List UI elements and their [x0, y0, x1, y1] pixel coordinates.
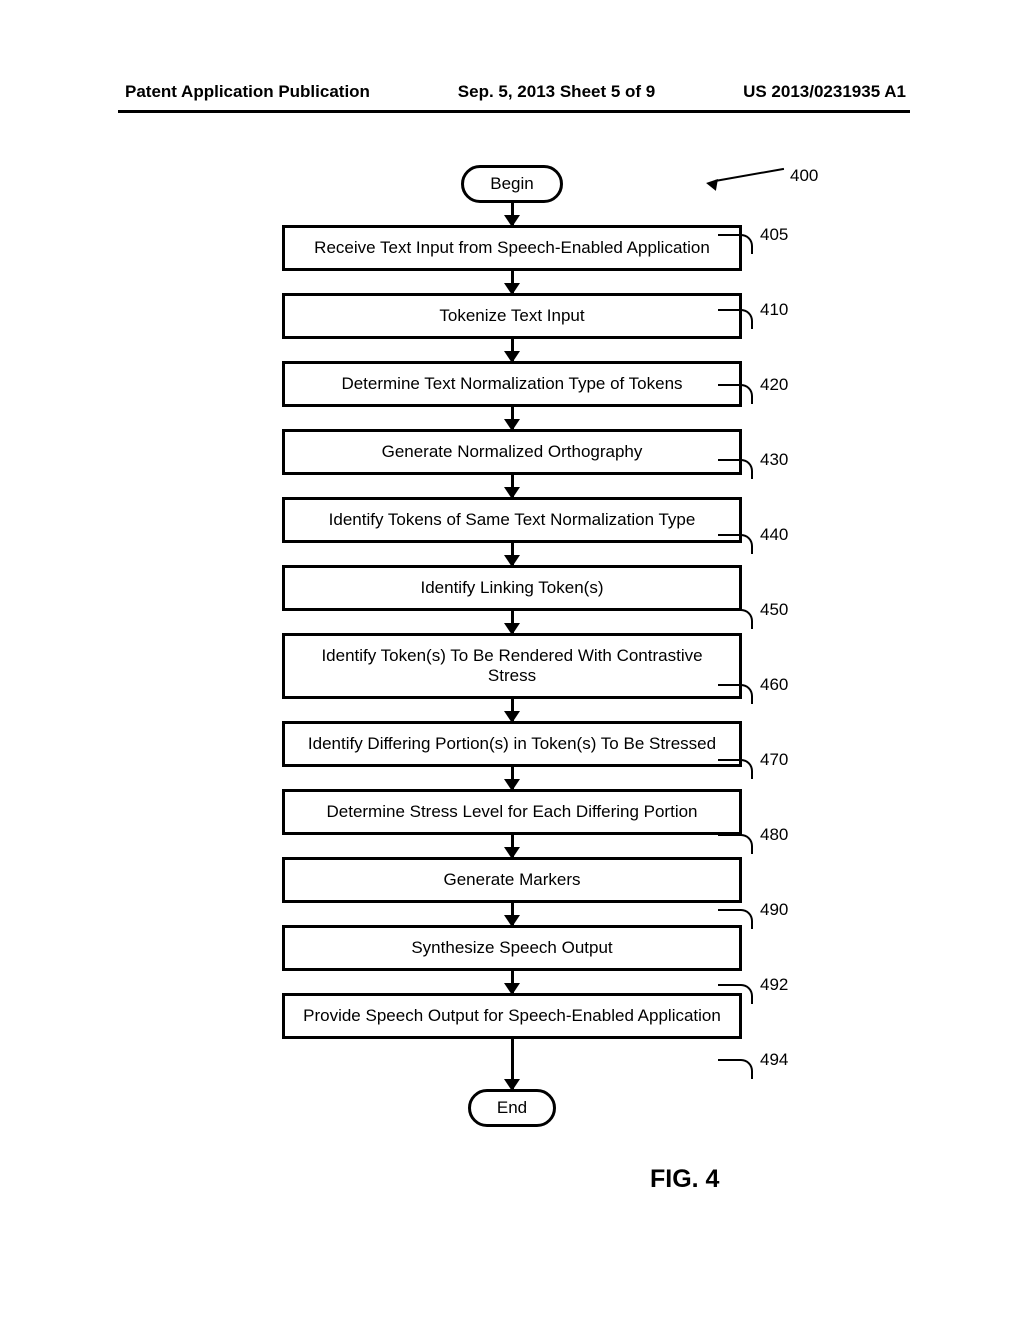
ref-label: 470: [760, 750, 788, 770]
process-text: Synthesize Speech Output: [411, 938, 612, 957]
ref-label: 420: [760, 375, 788, 395]
flow-column: Begin Receive Text Input from Speech-Ena…: [0, 165, 1024, 1127]
leader-curve: [718, 384, 753, 404]
process-box: Generate Markers: [282, 857, 742, 903]
ref-label: 494: [760, 1050, 788, 1070]
ref-label: 492: [760, 975, 788, 995]
process-text: Determine Stress Level for Each Differin…: [326, 802, 697, 821]
ref-label: 440: [760, 525, 788, 545]
ref-label: 490: [760, 900, 788, 920]
process-text: Generate Normalized Orthography: [382, 442, 643, 461]
arrow-icon: [511, 271, 514, 293]
ref-label: 405: [760, 225, 788, 245]
ref-label: 460: [760, 675, 788, 695]
ref-label: 410: [760, 300, 788, 320]
leader-curve: [718, 1059, 753, 1079]
process-text: Receive Text Input from Speech-Enabled A…: [314, 238, 710, 257]
arrow-icon: [511, 203, 514, 225]
process-box: Identify Tokens of Same Text Normalizati…: [282, 497, 742, 543]
process-box: Identify Linking Token(s): [282, 565, 742, 611]
page: Patent Application Publication Sep. 5, 2…: [0, 0, 1024, 1320]
arrow-icon: [511, 835, 514, 857]
flowchart: Begin Receive Text Input from Speech-Ena…: [0, 165, 1024, 1127]
arrow-icon: [511, 971, 514, 993]
arrow-icon: [511, 903, 514, 925]
ref-label: 450: [760, 600, 788, 620]
process-text: Provide Speech Output for Speech-Enabled…: [303, 1006, 721, 1025]
header-left: Patent Application Publication: [125, 82, 370, 102]
leader-curve: [718, 534, 753, 554]
process-box: Receive Text Input from Speech-Enabled A…: [282, 225, 742, 271]
leader-curve: [718, 759, 753, 779]
process-box: Tokenize Text Input: [282, 293, 742, 339]
process-box: Provide Speech Output for Speech-Enabled…: [282, 993, 742, 1039]
header-center: Sep. 5, 2013 Sheet 5 of 9: [458, 82, 655, 102]
leader-arrow-icon: [705, 177, 718, 191]
figure-label: FIG. 4: [650, 1165, 719, 1194]
leader-curve: [718, 609, 753, 629]
process-text: Generate Markers: [444, 870, 581, 889]
process-box: Generate Normalized Orthography: [282, 429, 742, 475]
process-box: Determine Text Normalization Type of Tok…: [282, 361, 742, 407]
process-box: Identify Differing Portion(s) in Token(s…: [282, 721, 742, 767]
arrow-icon: [511, 407, 514, 429]
leader-curve: [718, 984, 753, 1004]
process-text: Tokenize Text Input: [439, 306, 584, 325]
page-header: Patent Application Publication Sep. 5, 2…: [0, 82, 1024, 102]
ref-label: 430: [760, 450, 788, 470]
process-box: Identify Token(s) To Be Rendered With Co…: [282, 633, 742, 699]
process-text: Determine Text Normalization Type of Tok…: [341, 374, 682, 393]
leader-curve: [718, 234, 753, 254]
leader-curve: [718, 684, 753, 704]
arrow-icon: [511, 1039, 514, 1089]
process-text: Identify Differing Portion(s) in Token(s…: [308, 734, 716, 753]
header-rule: [118, 110, 910, 113]
header-right: US 2013/0231935 A1: [743, 82, 906, 102]
ref-label-diagram: 400: [790, 166, 818, 186]
leader-curve: [718, 309, 753, 329]
process-text: Identify Tokens of Same Text Normalizati…: [329, 510, 696, 529]
arrow-icon: [511, 543, 514, 565]
process-text: Identify Linking Token(s): [420, 578, 603, 597]
leader-curve: [718, 459, 753, 479]
leader-curve: [718, 909, 753, 929]
arrow-icon: [511, 767, 514, 789]
process-text: Identify Token(s) To Be Rendered With Co…: [321, 646, 702, 685]
arrow-icon: [511, 475, 514, 497]
process-box: Synthesize Speech Output: [282, 925, 742, 971]
arrow-icon: [511, 699, 514, 721]
ref-label: 480: [760, 825, 788, 845]
terminal-begin: Begin: [461, 165, 562, 203]
leader-curve: [718, 834, 753, 854]
process-box: Determine Stress Level for Each Differin…: [282, 789, 742, 835]
terminal-end: End: [468, 1089, 556, 1127]
arrow-icon: [511, 611, 514, 633]
arrow-icon: [511, 339, 514, 361]
